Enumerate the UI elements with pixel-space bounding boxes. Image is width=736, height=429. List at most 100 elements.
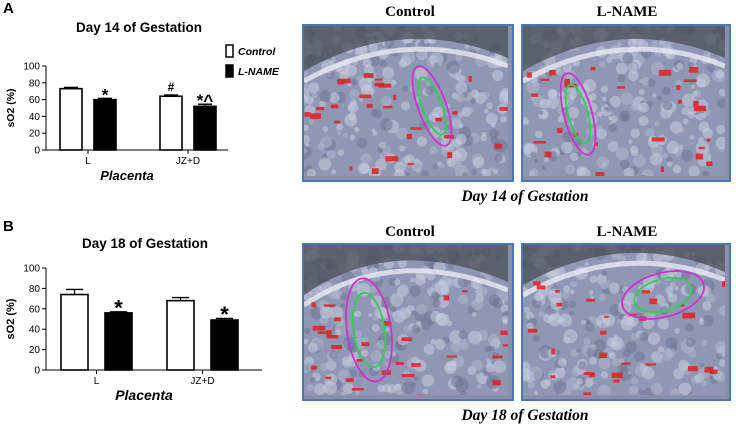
speckle: [370, 109, 378, 117]
speckle: [565, 164, 576, 175]
speckle: [350, 78, 358, 86]
speckle: [591, 344, 597, 351]
speckle: [585, 322, 595, 332]
speckle: [457, 112, 464, 118]
speckle: [458, 330, 468, 340]
speckle: [350, 99, 357, 107]
speckle: [718, 88, 725, 97]
speckle: [439, 162, 446, 169]
ultrasound-drawing: [523, 245, 725, 395]
panel-letter-b: B: [3, 218, 14, 235]
speckle: [329, 350, 338, 360]
speckle: [354, 389, 360, 395]
oxygen-hotspot: [331, 344, 343, 350]
speckle: [527, 381, 536, 389]
speckle: [578, 361, 587, 370]
speckle: [360, 84, 374, 98]
speckle: [601, 270, 608, 277]
speckle: [391, 79, 397, 86]
speckle: [573, 59, 581, 67]
speckle: [561, 141, 573, 154]
oxygen-hotspot: [317, 331, 328, 335]
speckle: [684, 283, 697, 295]
speckle: [492, 168, 499, 175]
speckle: [672, 165, 682, 174]
speckle: [630, 128, 640, 139]
speckle: [304, 359, 314, 373]
oxygen-hotspot: [345, 378, 354, 382]
speckle: [526, 322, 534, 330]
speckle: [656, 357, 663, 364]
speckle: [699, 317, 704, 322]
oxygen-hotspot: [492, 355, 503, 359]
placenta-outline-outer: [345, 277, 393, 383]
speckle: [702, 301, 712, 311]
oxygen-hotspot: [337, 78, 345, 85]
speckle: [398, 59, 407, 68]
speckle: [571, 367, 581, 377]
speckle: [318, 157, 332, 171]
oxygen-hotspot: [590, 66, 596, 71]
speckle: [455, 92, 465, 102]
oxygen-hotspot: [374, 82, 385, 87]
oxygen-hotspot: [326, 335, 339, 339]
speckle: [678, 382, 692, 395]
speckle: [363, 64, 374, 75]
speckle: [347, 82, 352, 87]
speckle: [381, 96, 392, 107]
oxygen-hotspot: [687, 366, 698, 372]
oxygen-hotspot: [616, 86, 626, 89]
speckle: [426, 272, 436, 281]
oxygen-hotspot: [492, 380, 501, 386]
speckle: [326, 149, 336, 160]
oxygen-hotspot: [312, 325, 326, 331]
speckle: [468, 330, 482, 345]
speckle: [674, 286, 679, 291]
oxygen-hotspot: [446, 355, 458, 358]
speckle: [304, 142, 310, 147]
oxygen-hotspot: [693, 100, 699, 106]
speckle: [689, 134, 695, 140]
oxygen-hotspot: [393, 94, 397, 101]
speckle: [342, 383, 354, 395]
speckle: [647, 332, 661, 345]
oxygen-hotspot: [678, 99, 682, 104]
speckle: [548, 313, 562, 327]
speckle: [356, 137, 368, 149]
speckle: [305, 96, 315, 105]
oxygen-hotspot: [683, 79, 697, 82]
y-tick-label: 100: [23, 62, 40, 73]
speckle: [576, 167, 591, 176]
speckle: [685, 337, 696, 348]
speckle: [304, 83, 311, 94]
speckle: [483, 108, 489, 114]
speckle: [470, 98, 477, 104]
image-label-b-control: Control: [385, 224, 435, 240]
ultrasound-image-a-control: [302, 24, 514, 182]
speckle: [530, 96, 535, 101]
speckle: [329, 92, 340, 103]
speckle: [387, 384, 397, 394]
speckle: [627, 62, 638, 73]
oxygen-hotspot: [383, 320, 392, 326]
speckle: [651, 40, 660, 49]
speckle: [340, 303, 345, 308]
speckle: [603, 103, 608, 108]
speckle: [662, 153, 668, 159]
oxygen-hotspot: [600, 330, 607, 335]
speckle: [405, 172, 410, 176]
speckle: [557, 69, 564, 76]
y-tick-label: 20: [29, 129, 41, 140]
oxygen-hotspot: [452, 111, 458, 115]
speckle: [596, 111, 603, 118]
speckle: [433, 62, 439, 68]
speckle: [395, 127, 408, 140]
speckle: [534, 391, 539, 395]
speckle: [718, 359, 725, 367]
dark-region: [523, 26, 725, 71]
speckle: [310, 306, 324, 320]
speckle: [447, 263, 454, 270]
speckle: [608, 352, 616, 360]
oxygen-hotspot: [363, 73, 374, 78]
speckle: [657, 318, 670, 330]
